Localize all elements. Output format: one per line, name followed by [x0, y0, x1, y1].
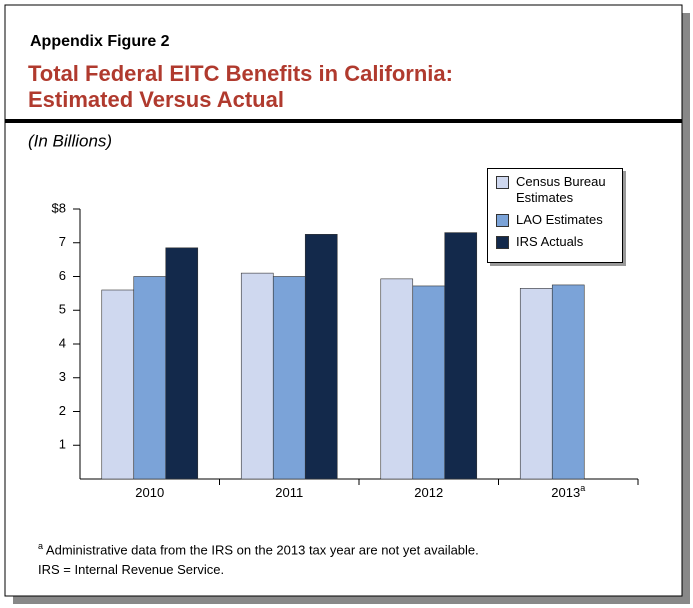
- bar: [133, 276, 167, 480]
- legend-label: LAO Estimates: [516, 212, 603, 227]
- legend-entry: IRS Actuals: [496, 234, 618, 250]
- y-tick-label: 5: [59, 302, 66, 317]
- bar: [412, 285, 446, 480]
- bar: [519, 288, 553, 480]
- y-tick-label: 2: [59, 403, 66, 418]
- bar: [304, 234, 338, 480]
- category: 2010: [135, 485, 164, 500]
- x-tick-label: 2013a: [551, 483, 585, 500]
- x-tick-label: 2011: [275, 485, 303, 500]
- legend-entry: LAO Estimates: [496, 212, 618, 228]
- y-tick-label: 7: [59, 234, 66, 249]
- x-tick-label: 2010: [135, 485, 164, 500]
- legend-swatch: [496, 214, 509, 227]
- legend: Census Bureau Estimates LAO Estimates IRS …: [487, 168, 623, 263]
- y-tick-label: 6: [59, 268, 66, 283]
- legend-label: IRS Actuals: [516, 234, 584, 249]
- category-mark: a: [580, 483, 585, 493]
- x-tick-label: 2012: [414, 485, 443, 500]
- y-tick-label: 3: [59, 369, 66, 384]
- y-tick-label: 1: [59, 437, 66, 452]
- footnote: a Administrative data from the IRS on th…: [38, 536, 479, 580]
- y-tick-label: 4: [59, 335, 66, 350]
- bar: [380, 278, 414, 480]
- footnote-text: Administrative data from the IRS on the …: [45, 542, 479, 558]
- figure-label: Appendix Figure 2: [30, 33, 170, 50]
- bar: [444, 232, 478, 480]
- chart-title: Estimated Versus Actual: [28, 87, 284, 112]
- category: 2012: [414, 485, 443, 500]
- category: 2011: [275, 485, 303, 500]
- chart-title: Total Federal EITC Benefits in Californi…: [28, 61, 453, 86]
- bar: [551, 284, 585, 480]
- bar: [272, 276, 306, 480]
- legend-swatch: [496, 176, 509, 189]
- bar: [101, 289, 135, 480]
- bar: [240, 272, 274, 480]
- legend-entry: Census Bureau Estimates: [496, 174, 618, 206]
- footnote-text: IRS = Internal Revenue Service.: [38, 562, 225, 578]
- subtitle: (In Billions): [28, 131, 112, 150]
- footnote-marker: a: [38, 541, 44, 551]
- legend-label: Census Bureau Estimates: [516, 174, 606, 205]
- bar: [165, 247, 199, 480]
- category: 2013: [551, 485, 580, 500]
- y-tick-label: $8: [52, 200, 66, 215]
- legend-swatch: [496, 236, 509, 249]
